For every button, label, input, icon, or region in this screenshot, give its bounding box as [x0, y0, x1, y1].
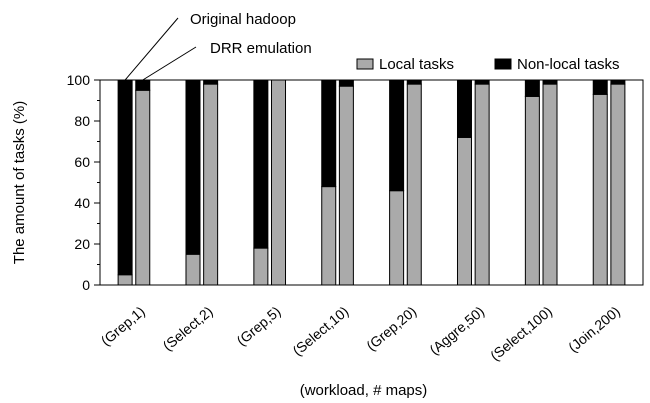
bar-local-original-hadoop [321, 186, 337, 286]
bar-nonlocal-drr-emulation [135, 79, 151, 91]
bar-nonlocal-original-hadoop [253, 79, 269, 249]
x-tick-label: (Select,2) [160, 303, 216, 354]
y-tick-label: 80 [74, 113, 90, 129]
x-tick-label: (Grep,5) [233, 303, 283, 349]
bar-local-drr-emulation [610, 83, 626, 286]
bar-local-original-hadoop [253, 247, 269, 286]
bar-nonlocal-original-hadoop [456, 79, 472, 138]
legend-label: Local tasks [379, 56, 454, 73]
y-tick-label: 60 [74, 154, 90, 170]
bar-local-original-hadoop [524, 95, 540, 286]
bar-local-original-hadoop [185, 253, 201, 286]
legend-swatch [356, 58, 374, 70]
legend: Local tasks Non-local tasks [356, 56, 620, 73]
x-tick-label: (Select,100) [487, 303, 555, 364]
plot-area [99, 79, 644, 286]
bar-local-drr-emulation [542, 83, 558, 286]
x-tick-label: (Select,10) [289, 303, 351, 359]
bar-local-original-hadoop [389, 190, 405, 286]
bar-nonlocal-drr-emulation [474, 79, 490, 85]
bar-nonlocal-original-hadoop [389, 79, 405, 192]
x-tick-label: (Join,200) [565, 303, 623, 355]
x-tick-label: (Grep,1) [98, 303, 148, 349]
legend-swatch [494, 58, 512, 70]
bar-local-drr-emulation [474, 83, 490, 286]
bar-local-original-hadoop [117, 274, 133, 286]
bar-local-original-hadoop [456, 136, 472, 286]
bar-nonlocal-original-hadoop [321, 79, 337, 188]
x-axis-title: (workload, # maps) [300, 382, 428, 399]
bar-local-drr-emulation [135, 89, 151, 286]
bar-nonlocal-original-hadoop [524, 79, 540, 97]
bar-nonlocal-drr-emulation [203, 79, 219, 85]
bar-nonlocal-original-hadoop [185, 79, 201, 255]
bar-local-drr-emulation [203, 83, 219, 286]
x-axis: (Grep,1) (Select,2) (Grep,5) (Select,10) (Gr… [98, 303, 623, 399]
callout-line-original [124, 17, 179, 81]
bar-local-drr-emulation [338, 85, 354, 286]
callout-drr-emulation: DRR emulation [210, 40, 312, 57]
callout-original-hadoop: Original hadoop [190, 11, 296, 28]
y-tick-label: 100 [67, 72, 91, 88]
bar-nonlocal-drr-emulation [406, 79, 422, 85]
bar-nonlocal-original-hadoop [117, 79, 133, 276]
x-tick-label: (Grep,20) [363, 303, 419, 354]
bar-local-drr-emulation [406, 83, 422, 286]
x-tick-label: (Aggre,50) [426, 303, 487, 358]
bar-nonlocal-drr-emulation [610, 79, 626, 85]
legend-label: Non-local tasks [517, 56, 620, 73]
callouts: Original hadoop DRR emulation [124, 11, 312, 81]
y-tick-label: 0 [82, 277, 90, 293]
bar-nonlocal-original-hadoop [592, 79, 608, 95]
y-axis-title: The amount of tasks (%) [11, 101, 28, 264]
plot-frame [99, 79, 644, 286]
y-tick-label: 20 [74, 236, 90, 252]
callout-line-drr [142, 46, 197, 81]
bar-nonlocal-drr-emulation [338, 79, 354, 87]
y-tick-label: 40 [74, 195, 90, 211]
bar-nonlocal-drr-emulation [542, 79, 558, 85]
bar-local-drr-emulation [271, 79, 287, 286]
bar-local-original-hadoop [592, 93, 608, 286]
y-axis: 0 20 40 60 80 100 The amount of tasks (%) [11, 72, 100, 293]
